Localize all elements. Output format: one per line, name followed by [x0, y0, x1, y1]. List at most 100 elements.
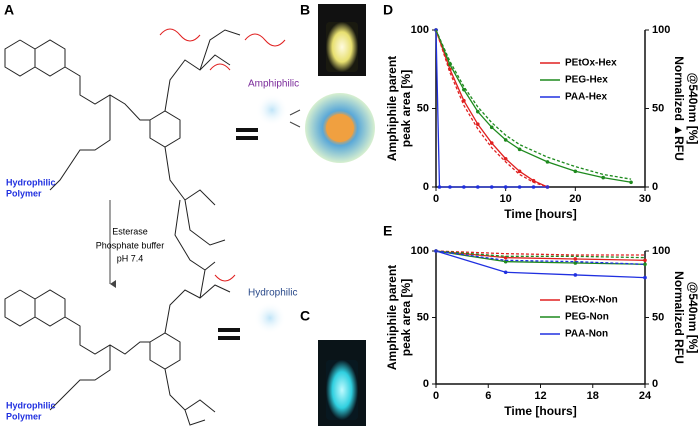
series-line	[435, 250, 646, 265]
equals	[218, 328, 240, 332]
condition: Esterase	[112, 226, 148, 236]
legend-label: PEG-Non	[565, 312, 609, 323]
series-line	[435, 29, 632, 183]
data-point	[629, 180, 633, 185]
panel-label: A	[4, 2, 14, 18]
data-point	[643, 275, 647, 280]
x-tick-label: 20	[569, 193, 581, 205]
x-axis-label: Time [hours]	[504, 404, 576, 418]
data-point	[437, 185, 442, 189]
x-tick-label: 10	[500, 193, 512, 205]
data-point	[503, 138, 508, 142]
y2-tick-label: 50	[652, 102, 664, 114]
data-point	[517, 185, 522, 189]
legend-label: PEtOx-Hex	[565, 58, 617, 69]
y-tick-label: 0	[423, 378, 429, 390]
y2-axis-label: @540nm [%]	[686, 282, 700, 354]
condition: pH 7.4	[117, 253, 144, 263]
polymer-label: Hydrophilic	[6, 400, 56, 410]
series-line	[435, 29, 548, 188]
data-point	[517, 169, 522, 174]
legend-label: PAA-Non	[565, 329, 608, 340]
structure-bottom	[4, 261, 231, 426]
data-point	[503, 270, 508, 275]
y2-tick-label: 50	[652, 311, 664, 323]
amphiphilic-label: Amphiphilic	[248, 79, 299, 90]
series-line	[435, 250, 646, 261]
data-point	[517, 147, 522, 152]
equals	[218, 336, 240, 340]
y-axis-label: peak area [%]	[399, 70, 413, 147]
data-point	[462, 98, 466, 103]
condition: Phosphate buffer	[96, 240, 164, 250]
polymer-label: Polymer	[6, 188, 42, 198]
molecule-glow	[254, 302, 286, 334]
y2-axis-label: Normalized RFU	[672, 271, 686, 364]
y-tick-label: 50	[417, 102, 429, 114]
data-point	[489, 185, 494, 189]
hydrophilic-label: Hydrophilic	[248, 288, 297, 299]
series-line	[435, 250, 646, 279]
x-tick-label: 0	[433, 193, 439, 205]
data-point	[643, 258, 647, 263]
data-point	[476, 122, 480, 126]
y-axis-label: Amphiphile parent	[385, 265, 399, 370]
polymer-label: Polymer	[6, 411, 42, 421]
y-axis-label: Amphiphile parent	[385, 56, 399, 161]
vial-glow	[326, 22, 358, 72]
data-point	[531, 185, 536, 189]
y2-tick-label: 0	[652, 181, 658, 193]
data-point	[573, 169, 578, 174]
series-line	[435, 29, 632, 180]
legend-label: PEtOx-Non	[565, 295, 618, 306]
data-point	[573, 257, 578, 261]
legend-label: PEG-Hex	[565, 75, 608, 86]
panel-label: B	[300, 2, 310, 18]
data-point	[476, 109, 480, 114]
data-point	[573, 273, 578, 277]
x-tick-label: 6	[485, 390, 491, 402]
axes	[435, 30, 646, 188]
conditions: Esterase Phosphate buffer pH 7.4	[96, 226, 164, 263]
x-tick-label: 0	[433, 390, 439, 402]
data-point	[531, 178, 536, 183]
data-point	[489, 125, 494, 130]
y2-tick-label: 0	[652, 378, 658, 390]
data-point	[448, 185, 452, 189]
equilibrium-arrow	[289, 109, 301, 128]
x-tick-label: 24	[639, 390, 652, 402]
data-point	[643, 262, 647, 267]
panel-label: C	[300, 308, 310, 324]
equals	[236, 136, 258, 140]
y-tick-label: 100	[411, 24, 429, 36]
legend-label: PAA-Hex	[565, 92, 607, 103]
y-tick-label: 100	[411, 245, 429, 257]
equals	[236, 128, 258, 132]
y-tick-label: 0	[423, 181, 429, 193]
polymer-label: Hydrophilic	[6, 177, 56, 187]
vial-glow	[326, 360, 358, 420]
x-tick-label: 30	[639, 193, 651, 205]
x-axis-label: Time [hours]	[504, 207, 576, 221]
y-tick-label: 50	[417, 311, 429, 323]
y2-axis-label: Normalized ▲RFU	[672, 56, 686, 161]
polymer-labels: Hydrophilic Polymer Hydrophilic Polymer	[6, 177, 56, 421]
data-point	[476, 185, 480, 189]
y2-axis-label: @540nm [%]	[686, 73, 700, 145]
y2-tick-label: 100	[652, 245, 670, 257]
data-point	[503, 156, 508, 161]
panel-labels: A B C D E	[4, 2, 393, 324]
data-point	[503, 185, 508, 189]
series-line	[435, 29, 548, 188]
molecule-glow	[256, 94, 288, 126]
data-point	[601, 175, 605, 180]
data-point	[462, 185, 466, 189]
x-tick-label: 12	[534, 390, 546, 402]
panel-label: D	[383, 2, 393, 18]
series-line	[435, 250, 646, 265]
data-point	[545, 160, 550, 164]
series-line	[435, 29, 548, 188]
panel-label: E	[383, 223, 392, 239]
